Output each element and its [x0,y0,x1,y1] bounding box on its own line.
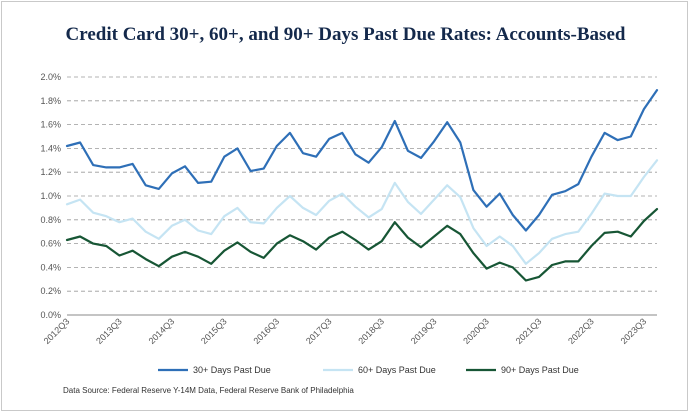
y-tick-label: 0.4% [40,262,61,272]
x-tick-label: 2015Q3 [199,316,229,346]
x-tick-label: 2012Q3 [42,316,72,346]
series-line-3 [65,208,659,282]
x-tick-label: 2021Q3 [514,316,544,346]
y-axis: 0.0% 0.2% 0.4% 0.6% 0.8% 1.0% 1.2% 1.4% 1.6% 1.8%… [40,72,61,320]
y-tick-label: 0.0% [40,310,61,320]
legend-label: 60+ Days Past Due [358,365,436,375]
y-tick-label: 1.6% [40,120,61,130]
legend-label: 30+ Days Past Due [193,365,271,375]
grid-lines [67,76,657,292]
y-tick-label: 0.6% [40,239,61,249]
x-tick-label: 2023Q3 [619,316,649,346]
y-tick-label: 1.4% [40,143,61,153]
data-source-note: Data Source: Federal Reserve Y-14M Data,… [63,386,354,395]
y-tick-label: 1.2% [40,167,61,177]
y-tick-label: 1.0% [40,191,61,201]
x-axis: 2012Q3 2013Q3 2014Q3 2015Q3 2016Q3 2017Q3 2018… [42,314,657,346]
y-tick-label: 0.8% [40,215,61,225]
series-line-2 [65,159,659,265]
legend: 30+ Days Past Due 60+ Days Past Due 90+ Da… [158,365,579,375]
y-tick-label: 0.2% [40,286,61,296]
x-tick-label: 2019Q3 [409,316,439,346]
series-lines [65,88,659,282]
x-tick-label: 2018Q3 [356,316,386,346]
x-tick-label: 2014Q3 [147,316,177,346]
x-tick-label: 2020Q3 [461,316,491,346]
legend-label: 90+ Days Past Due [501,365,579,375]
x-tick-label: 2022Q3 [566,316,596,346]
x-tick-label: 2016Q3 [251,316,281,346]
x-tick-label: 2017Q3 [304,316,334,346]
x-tick-label: 2013Q3 [94,316,124,346]
y-tick-label: 2.0% [40,72,61,82]
series-line-1 [65,88,659,232]
y-tick-label: 1.8% [40,96,61,106]
chart-title: Credit Card 30+, 60+, and 90+ Days Past … [65,24,626,45]
